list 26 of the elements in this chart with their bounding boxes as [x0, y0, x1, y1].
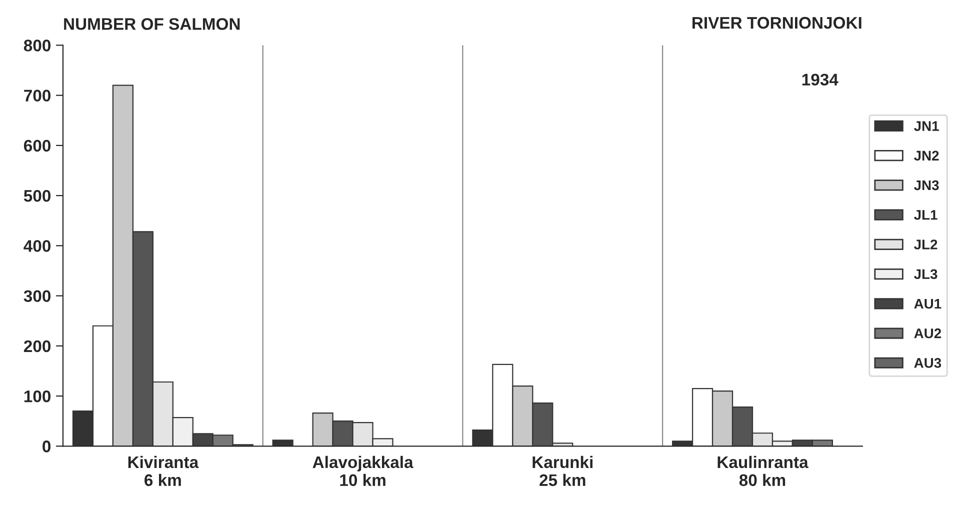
legend-label: AU3: [914, 358, 942, 368]
y-axis-title: NUMBER OF SALMON: [64, 18, 240, 30]
legend-label: AU2: [914, 328, 942, 338]
legend-label: AU1: [914, 298, 942, 309]
legend-label: JL2: [914, 240, 938, 250]
y-tick-label: 800: [24, 40, 50, 52]
y-tick-label: 100: [24, 390, 50, 402]
y-tick-label: 700: [24, 90, 50, 102]
legend-label: JN1: [914, 121, 939, 131]
legend-label: JN3: [914, 180, 939, 190]
chart-title: RIVER TORNIONJOKI: [692, 16, 862, 29]
y-tick-label: 500: [24, 190, 50, 202]
x-tick-label: Karunki 25 km: [532, 456, 592, 486]
x-tick-label: Kaulinranta 80 km: [718, 456, 808, 486]
x-tick-label: Kiviranta 6 km: [128, 456, 199, 486]
legend-label: JL3: [914, 269, 938, 280]
y-tick-label: 0: [42, 440, 50, 452]
legend-label: JN2: [914, 150, 939, 161]
bar: [272, 440, 294, 446]
legend-label: JL1: [914, 210, 938, 220]
y-tick-label: 300: [24, 290, 50, 302]
annotation: 1934: [802, 74, 838, 86]
y-tick-label: 400: [24, 240, 50, 252]
y-tick-label: 600: [24, 140, 50, 152]
y-tick-label: 200: [24, 340, 50, 352]
x-tick-label: Alavojakkala 10 km: [312, 456, 414, 486]
